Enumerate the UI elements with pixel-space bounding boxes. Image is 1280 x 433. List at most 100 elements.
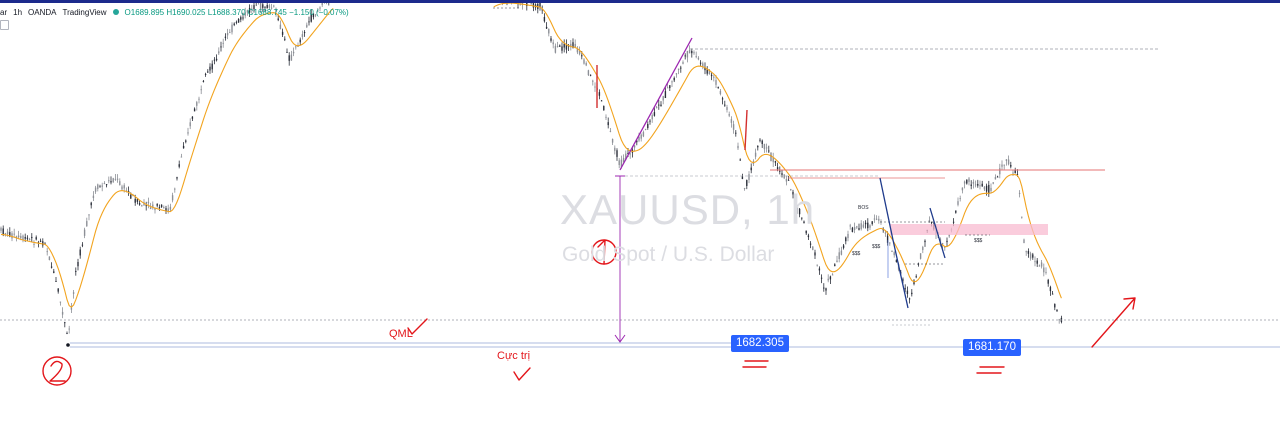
candle-body <box>544 17 545 21</box>
candle-body <box>5 233 6 234</box>
candle-body <box>304 32 305 33</box>
candle-body <box>110 181 111 182</box>
candle-body <box>764 144 765 149</box>
candle-body <box>922 247 923 250</box>
candle-body <box>1028 251 1029 254</box>
equal-mark-1 <box>743 361 768 367</box>
candle-body <box>689 50 690 53</box>
candle-body <box>289 55 290 60</box>
candle-body <box>51 267 52 268</box>
candle-body <box>1048 280 1049 284</box>
candle-body <box>979 185 980 186</box>
candle-body <box>759 140 760 141</box>
candle-body <box>20 236 21 238</box>
candle-body <box>172 195 173 200</box>
candle-body <box>18 236 19 238</box>
candle-body <box>647 124 648 128</box>
equal-mark-2 <box>977 367 1004 373</box>
candle-body <box>869 225 870 227</box>
candle-body <box>819 269 820 271</box>
price-label-1682[interactable]: 1682.305 <box>731 335 789 352</box>
candle-body <box>227 33 228 35</box>
top-border <box>0 0 1280 3</box>
candle-body <box>667 87 668 88</box>
candle-body <box>691 51 692 53</box>
candle-body <box>159 207 160 208</box>
candle-body <box>905 288 906 289</box>
candle-body <box>119 181 120 185</box>
candle-body <box>1026 251 1027 252</box>
candle-body <box>58 289 59 292</box>
candle-body <box>742 176 743 179</box>
candle-body <box>555 46 556 53</box>
candle-body <box>696 56 697 57</box>
candle-body <box>603 106 604 110</box>
candle-body <box>183 146 184 148</box>
candle-body <box>163 207 164 208</box>
candle-body <box>700 63 701 64</box>
candle-body <box>894 252 895 255</box>
candle-body <box>916 276 917 277</box>
legend-broker: OANDA <box>28 8 56 17</box>
digit-two-mark <box>50 361 65 381</box>
candle-body <box>654 112 655 116</box>
candle-body <box>962 188 963 191</box>
candle-body <box>3 228 4 234</box>
candle-body <box>1045 272 1046 273</box>
candle-body <box>179 164 180 167</box>
candle-body <box>29 239 30 240</box>
candle-body <box>174 189 175 190</box>
candle-body <box>641 135 642 139</box>
candle-body <box>718 87 719 88</box>
candle-body <box>999 168 1000 174</box>
candle-body <box>872 221 873 224</box>
candle-body <box>218 51 219 53</box>
candle-body <box>214 60 215 61</box>
candle-body <box>847 234 848 238</box>
candle-body <box>825 288 826 290</box>
candle-body <box>564 44 565 48</box>
candle-body <box>982 184 983 187</box>
candle-body <box>586 63 587 65</box>
candle-body <box>88 214 89 215</box>
candle-body <box>192 117 193 119</box>
market-status-icon <box>113 9 119 15</box>
candle-body <box>36 237 37 239</box>
legend-collapse-button[interactable] <box>0 20 9 30</box>
price-label-1681[interactable]: 1681.170 <box>963 339 1021 356</box>
candle-body <box>775 161 776 162</box>
candle-body <box>220 46 221 47</box>
candle-body <box>91 203 92 206</box>
candle-body <box>194 109 195 112</box>
candle-body <box>31 237 32 238</box>
candle-body <box>47 251 48 252</box>
candle-body <box>1054 304 1055 307</box>
candle-body <box>698 58 699 60</box>
candle-body <box>157 204 158 206</box>
candle-body <box>282 32 283 35</box>
candle-body <box>960 198 961 199</box>
chart-legend: ar 1h OANDA TradingView O1689.895 H1690.… <box>0 6 349 18</box>
candle-body <box>216 59 217 60</box>
legend-ohlc: O1689.895 H1690.025 L1688.370 C1688.745 … <box>125 8 349 17</box>
extreme-check-mark <box>514 368 530 380</box>
candle-body <box>212 64 213 70</box>
candle-body <box>198 99 199 100</box>
candle-body <box>836 261 837 262</box>
candle-body <box>649 121 650 122</box>
candle-body <box>729 114 730 116</box>
candle-body <box>608 122 609 125</box>
candle-body <box>821 278 822 279</box>
candle-body <box>731 119 732 123</box>
candle-body <box>203 81 204 82</box>
candle-body <box>77 262 78 266</box>
candle-body <box>907 291 908 294</box>
candle-body <box>984 187 985 190</box>
candle-body <box>1052 294 1053 295</box>
candle-body <box>911 293 912 294</box>
candle-body <box>1030 253 1031 258</box>
candle-body <box>1019 193 1020 194</box>
candle-body <box>588 70 589 75</box>
legend-platform: TradingView <box>62 8 106 17</box>
